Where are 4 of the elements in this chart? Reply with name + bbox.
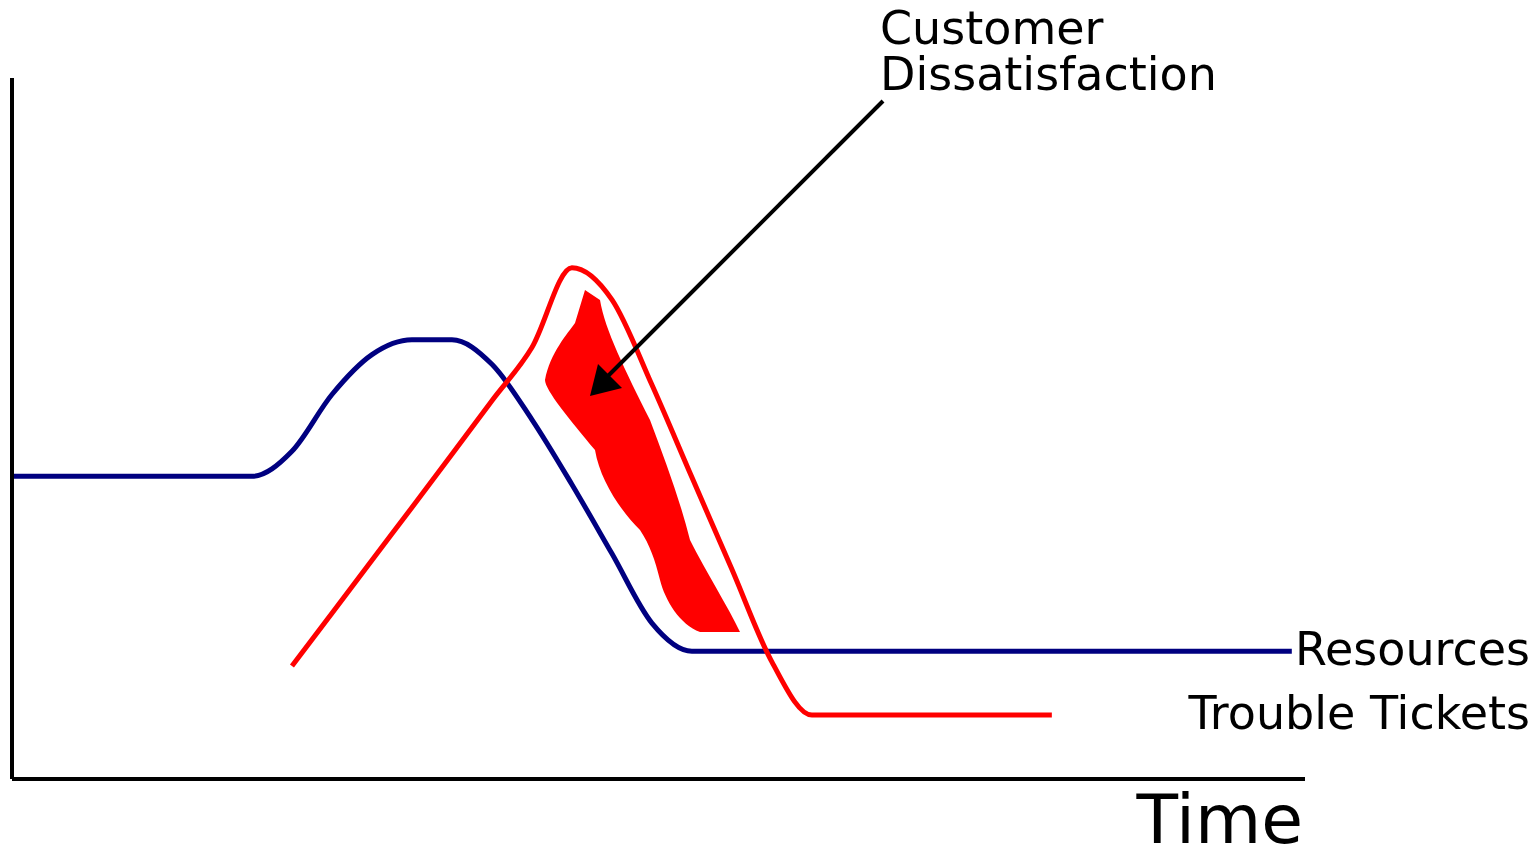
text: Customer Dissatisfaction [880,1,1217,101]
x-axis-title: Time [1135,780,1303,849]
text: Trouble Tickets [1187,686,1530,741]
series-label: Resources [1295,622,1530,677]
